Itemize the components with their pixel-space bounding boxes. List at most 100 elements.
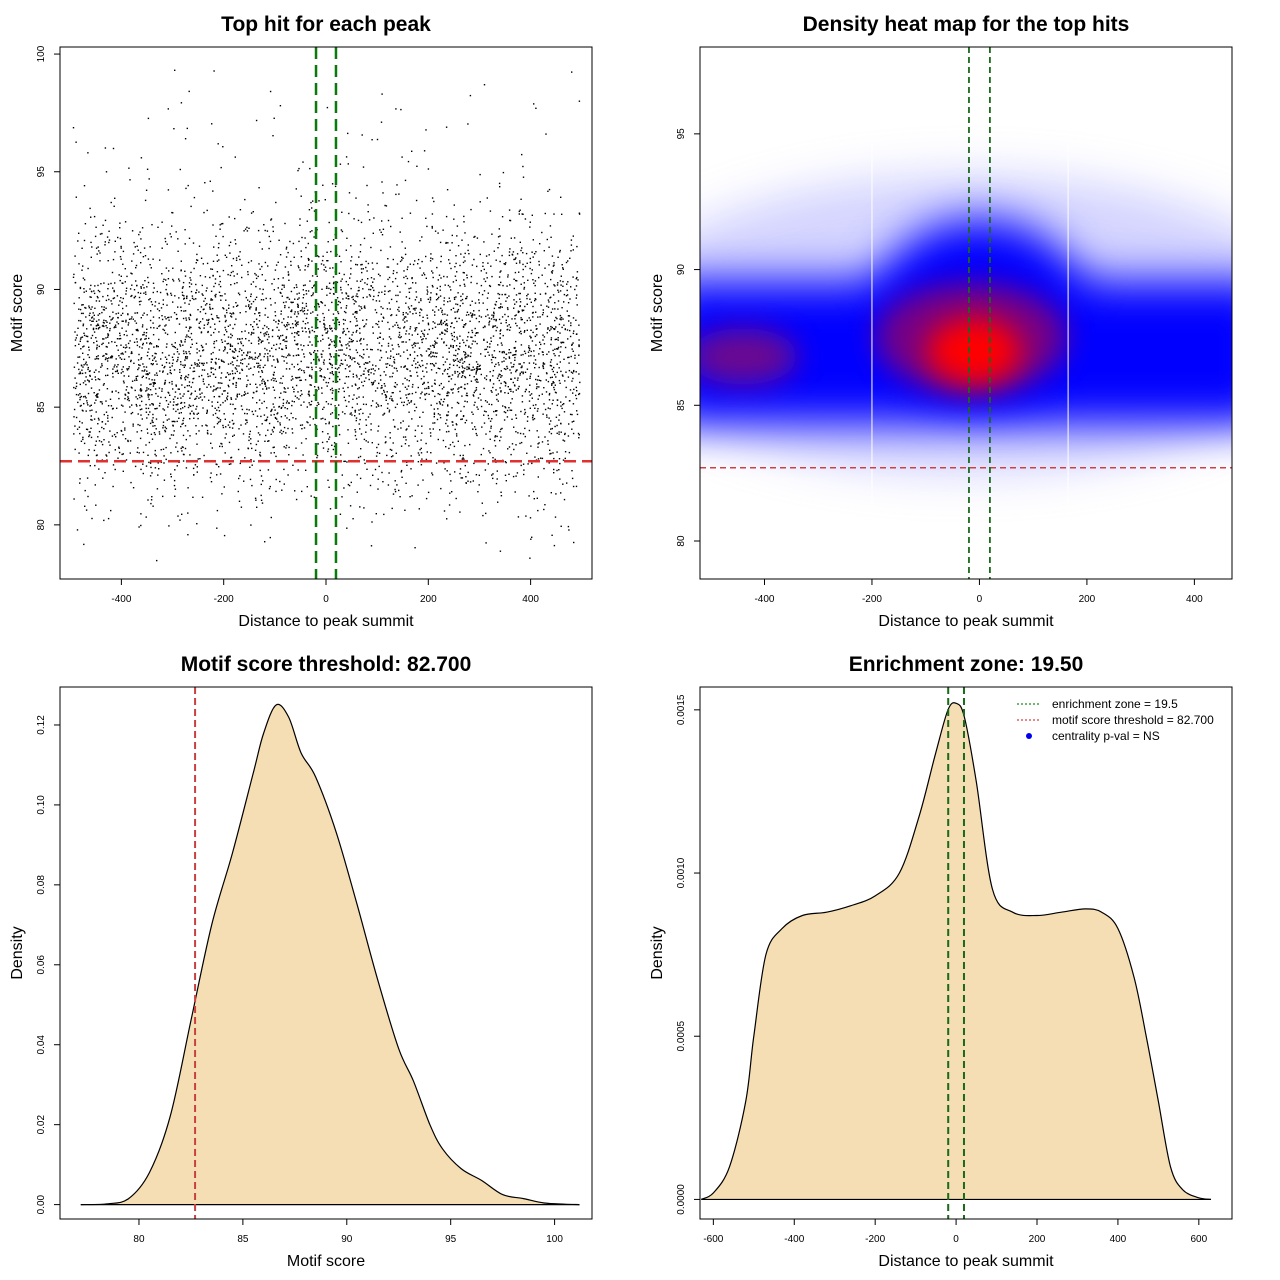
- scatter-point: [322, 447, 325, 449]
- scatter-point: [273, 446, 275, 448]
- scatter-point: [307, 265, 309, 268]
- scatter-point: [195, 425, 197, 427]
- scatter-point: [149, 475, 152, 477]
- scatter-point: [279, 105, 282, 107]
- scatter-point: [516, 472, 519, 474]
- scatter-point: [388, 409, 391, 411]
- scatter-point: [305, 331, 307, 333]
- scatter-point: [515, 322, 517, 325]
- scatter-point: [313, 496, 316, 498]
- scatter-point: [179, 343, 181, 346]
- scatter-point: [559, 249, 561, 252]
- scatter-point: [131, 411, 134, 414]
- scatter-point: [402, 314, 404, 316]
- scatter-point: [324, 266, 327, 268]
- scatter-point: [482, 302, 484, 304]
- scatter-point: [311, 275, 314, 277]
- scatter-point: [417, 366, 419, 369]
- scatter-point: [572, 485, 575, 488]
- scatter-point: [283, 387, 285, 389]
- scatter-point: [297, 321, 299, 323]
- scatter-point: [339, 163, 342, 165]
- scatter-point: [428, 387, 430, 389]
- scatter-point: [546, 414, 548, 416]
- scatter-point: [550, 325, 552, 328]
- scatter-point: [468, 366, 470, 368]
- scatter-point: [211, 123, 213, 125]
- scatter-point: [325, 287, 328, 289]
- scatter-point: [130, 272, 132, 274]
- scatter-point: [291, 404, 293, 407]
- scatter-point: [182, 419, 184, 422]
- scatter-point: [297, 343, 299, 345]
- scatter-point: [499, 387, 501, 389]
- scatter-point: [99, 326, 101, 329]
- scatter-point: [466, 356, 468, 358]
- scatter-point: [310, 353, 312, 356]
- scatter-point: [553, 366, 555, 369]
- scatter-point: [219, 420, 221, 423]
- scatter-point: [551, 270, 554, 272]
- scatter-point: [423, 335, 425, 337]
- scatter-point: [94, 484, 96, 486]
- scatter-point: [76, 529, 79, 531]
- scatter-point: [423, 272, 425, 274]
- scatter-point: [370, 381, 373, 384]
- scatter-point: [541, 274, 543, 276]
- scatter-point: [398, 310, 400, 312]
- scatter-point: [101, 232, 103, 235]
- scatter-point: [318, 200, 320, 202]
- scatter-point: [492, 356, 495, 358]
- scatter-point: [180, 310, 183, 312]
- scatter-point: [302, 310, 304, 313]
- scatter-point: [245, 385, 248, 388]
- scatter-point: [248, 304, 250, 306]
- scatter-point: [120, 314, 122, 316]
- scatter-point: [128, 375, 130, 377]
- scatter-point: [371, 139, 373, 141]
- scatter-point: [479, 253, 481, 256]
- scatter-point: [556, 363, 558, 365]
- scatter-point: [437, 323, 439, 326]
- scatter-point: [263, 400, 265, 403]
- scatter-point: [230, 336, 232, 339]
- scatter-point: [98, 319, 100, 321]
- scatter-point: [244, 330, 246, 332]
- scatter-point: [331, 412, 334, 414]
- scatter-point: [97, 297, 99, 299]
- scatter-point: [356, 376, 358, 378]
- scatter-point: [538, 276, 540, 279]
- scatter-point: [148, 441, 151, 444]
- scatter-point: [492, 325, 494, 327]
- scatter-point: [568, 320, 570, 322]
- scatter-point: [296, 293, 298, 295]
- scatter-point: [426, 387, 428, 390]
- scatter-point: [173, 353, 175, 355]
- scatter-point: [355, 325, 357, 327]
- scatter-point: [507, 392, 509, 394]
- scatter-point: [441, 332, 443, 334]
- scatter-point: [140, 338, 142, 340]
- scatter-point: [490, 337, 492, 339]
- scatter-point: [267, 379, 269, 382]
- scatter-point: [150, 310, 152, 312]
- scatter-point: [455, 423, 457, 425]
- scatter-point: [215, 235, 217, 237]
- scatter-point: [340, 359, 343, 361]
- scatter-point: [182, 364, 184, 366]
- scatter-point: [132, 318, 134, 320]
- scatter-point: [530, 336, 532, 339]
- scatter-point: [564, 457, 566, 460]
- scatter-point: [533, 362, 535, 364]
- scatter-point: [409, 496, 411, 498]
- scatter-point: [239, 251, 241, 253]
- scatter-point: [371, 521, 373, 523]
- scatter-point: [148, 299, 150, 301]
- scatter-point: [403, 326, 406, 328]
- scatter-point: [332, 448, 335, 451]
- scatter-point: [576, 413, 579, 416]
- scatter-point: [270, 452, 272, 454]
- scatter-point: [366, 296, 368, 298]
- scatter-point: [138, 353, 140, 356]
- scatter-point: [317, 340, 319, 343]
